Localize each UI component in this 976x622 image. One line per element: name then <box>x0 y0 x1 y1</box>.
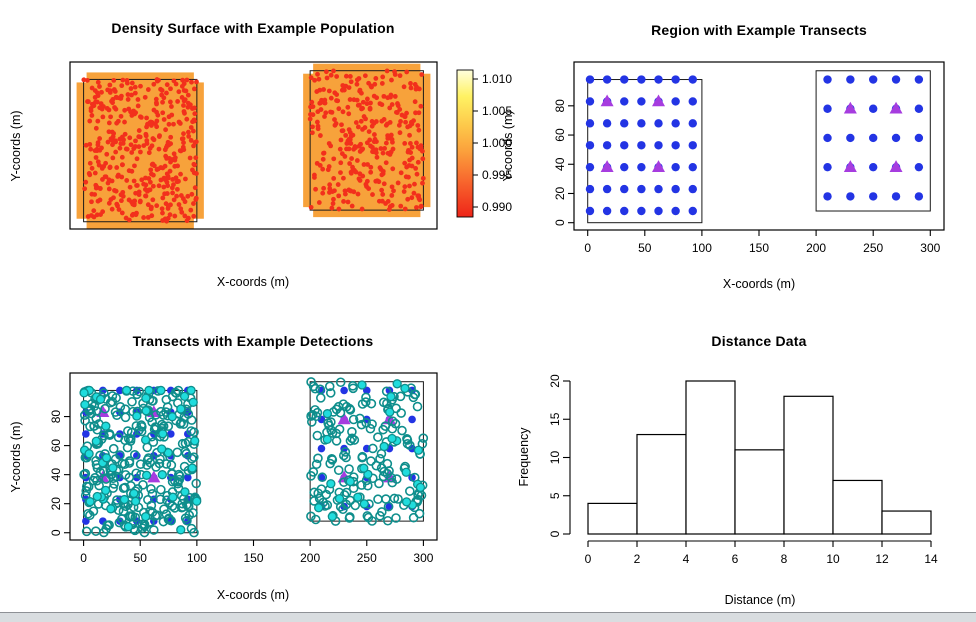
svg-text:40: 40 <box>553 157 567 171</box>
panel4-ylabel: Frequency <box>517 427 531 487</box>
svg-text:100: 100 <box>692 241 712 255</box>
population-points <box>81 68 426 224</box>
panel-region-transects: 0 50 100 150 200 250 300 0 20 40 60 80 <box>553 61 945 255</box>
panel1-xlabel: X-coords (m) <box>216 275 290 289</box>
svg-text:200: 200 <box>300 551 320 565</box>
panel2-ylabel: Y-coords (m) <box>501 110 515 182</box>
panel2-xlabel: X-coords (m) <box>722 277 796 291</box>
plot-frame <box>69 61 438 230</box>
svg-text:1.010: 1.010 <box>482 72 512 86</box>
svg-text:12: 12 <box>875 552 889 566</box>
svg-text:250: 250 <box>863 241 883 255</box>
svg-text:50: 50 <box>638 241 652 255</box>
axes: 0 50 100 150 200 250 300 0 20 40 60 80 <box>553 99 941 255</box>
svg-text:5: 5 <box>548 492 562 499</box>
panel2-title: Region with Example Transects <box>651 22 867 38</box>
svg-text:80: 80 <box>553 99 567 113</box>
svg-text:250: 250 <box>357 551 377 565</box>
stratum-outline <box>83 78 198 223</box>
axes: 0 50 100 150 200 250 300 0 20 40 60 80 <box>49 410 434 565</box>
svg-text:20: 20 <box>49 497 63 511</box>
svg-text:2: 2 <box>634 552 641 566</box>
svg-text:60: 60 <box>49 439 63 453</box>
panel4-title: Distance Data <box>711 333 807 349</box>
svg-text:20: 20 <box>548 374 562 388</box>
svg-text:50: 50 <box>134 551 148 565</box>
panel-detections: 0 50 100 150 200 250 300 0 20 40 60 80 <box>49 372 438 565</box>
detection-points <box>79 379 426 535</box>
panel-distance-histogram: 0 2 4 6 8 10 12 14 0 5 10 15 20 <box>548 374 938 566</box>
svg-text:10: 10 <box>826 552 840 566</box>
svg-text:300: 300 <box>920 241 940 255</box>
svg-text:0: 0 <box>584 241 591 255</box>
svg-text:0.995: 0.995 <box>482 168 512 182</box>
svg-text:8: 8 <box>781 552 788 566</box>
panel3-title: Transects with Example Detections <box>132 333 374 349</box>
stratum-outline <box>815 70 931 212</box>
svg-text:0: 0 <box>553 219 567 226</box>
svg-text:200: 200 <box>806 241 826 255</box>
svg-text:0: 0 <box>548 530 562 537</box>
transect-grid-points <box>585 75 924 216</box>
svg-text:150: 150 <box>749 241 769 255</box>
svg-text:20: 20 <box>553 186 567 200</box>
stratum-outline <box>309 70 424 211</box>
svg-text:4: 4 <box>683 552 690 566</box>
population-open-circles <box>79 377 429 538</box>
svg-text:1.005: 1.005 <box>482 104 512 118</box>
svg-text:80: 80 <box>49 410 63 424</box>
example-transect-markers <box>600 94 903 172</box>
window-bottom-bar <box>0 612 976 622</box>
svg-text:300: 300 <box>413 551 433 565</box>
panel4-xlabel: Distance (m) <box>724 593 796 607</box>
panel-density-surface: 1.010 1.005 1.000 0.995 0.990 <box>69 61 512 230</box>
svg-text:0: 0 <box>49 529 63 536</box>
panel1-title: Density Surface with Example Population <box>111 20 395 36</box>
panel1-ylabel: Y-coords (m) <box>9 110 23 182</box>
svg-text:6: 6 <box>732 552 739 566</box>
svg-text:60: 60 <box>553 128 567 142</box>
colorbar-legend: 1.010 1.005 1.000 0.995 0.990 <box>456 69 512 218</box>
svg-text:40: 40 <box>49 468 63 482</box>
svg-text:100: 100 <box>187 551 207 565</box>
panel3-xlabel: X-coords (m) <box>216 588 290 602</box>
axes: 0 2 4 6 8 10 12 14 0 5 10 15 20 <box>548 374 938 566</box>
svg-text:0.990: 0.990 <box>482 200 512 214</box>
panel3-ylabel: Y-coords (m) <box>9 421 23 493</box>
histogram-bars <box>587 380 932 535</box>
plot-frame <box>573 61 945 231</box>
svg-text:0: 0 <box>585 552 592 566</box>
svg-text:0: 0 <box>80 551 87 565</box>
svg-text:15: 15 <box>548 412 562 426</box>
svg-text:14: 14 <box>924 552 938 566</box>
svg-text:150: 150 <box>243 551 263 565</box>
svg-text:1.000: 1.000 <box>482 136 512 150</box>
svg-text:10: 10 <box>548 451 562 465</box>
